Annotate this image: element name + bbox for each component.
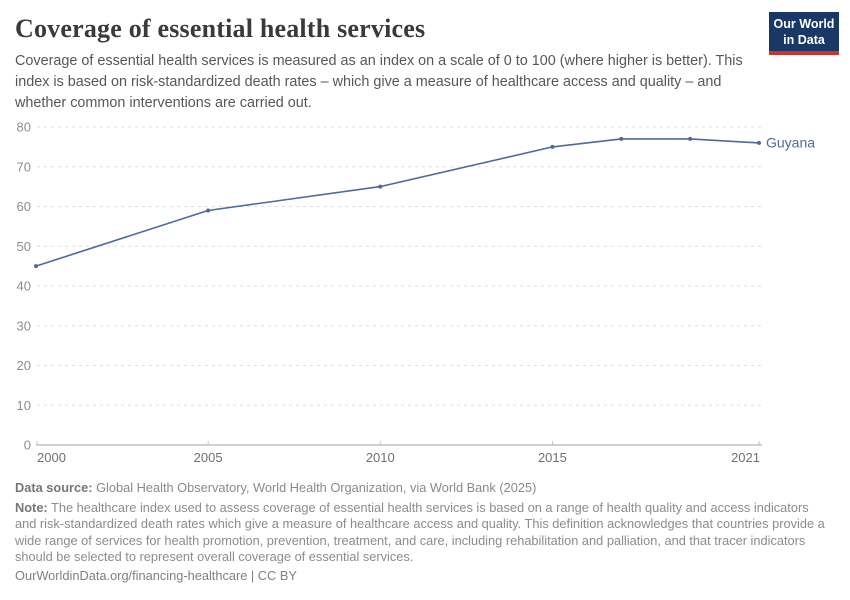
- data-source-label: Data source:: [15, 480, 93, 495]
- data-point: [619, 136, 624, 141]
- owid-logo-line1: Our World: [773, 17, 835, 31]
- data-source-text: Global Health Observatory, World Health …: [92, 480, 537, 495]
- data-point: [206, 208, 211, 213]
- data-point: [378, 184, 383, 189]
- entity-label: Guyana: [766, 134, 815, 150]
- page-title: Coverage of essential health services: [15, 14, 426, 43]
- note-text: The healthcare index used to assess cove…: [15, 500, 825, 564]
- x-tick-label: 2005: [194, 450, 223, 465]
- x-tick-label: 2000: [37, 450, 66, 465]
- data-point: [688, 136, 693, 141]
- note-line: Note: The healthcare index used to asses…: [15, 500, 830, 565]
- x-tick-label: 2010: [366, 450, 395, 465]
- note-label: Note:: [15, 500, 48, 515]
- y-tick-label: 10: [17, 398, 31, 413]
- data-point: [34, 264, 38, 269]
- y-tick-label: 50: [17, 239, 31, 254]
- y-tick-label: 30: [17, 318, 31, 333]
- owid-logo: Our World in Data: [769, 12, 839, 55]
- y-tick-label: 70: [17, 159, 31, 174]
- y-tick-label: 80: [17, 120, 31, 135]
- y-tick-label: 0: [24, 438, 31, 453]
- license-line: OurWorldinData.org/financing-healthcare …: [15, 568, 297, 583]
- data-point: [757, 140, 761, 145]
- data-line: [35, 138, 760, 267]
- y-tick-label: 60: [17, 199, 31, 214]
- data-point: [550, 144, 555, 149]
- y-tick-label: 40: [17, 279, 31, 294]
- x-tick-label: 2021: [731, 450, 760, 465]
- owid-logo-line2: in Data: [783, 33, 825, 47]
- x-tick-label: 2015: [538, 450, 567, 465]
- chart-subtitle: Coverage of essential health services is…: [15, 53, 743, 111]
- y-tick-label: 20: [17, 358, 31, 373]
- data-source-line: Data source: Global Health Observatory, …: [15, 480, 536, 495]
